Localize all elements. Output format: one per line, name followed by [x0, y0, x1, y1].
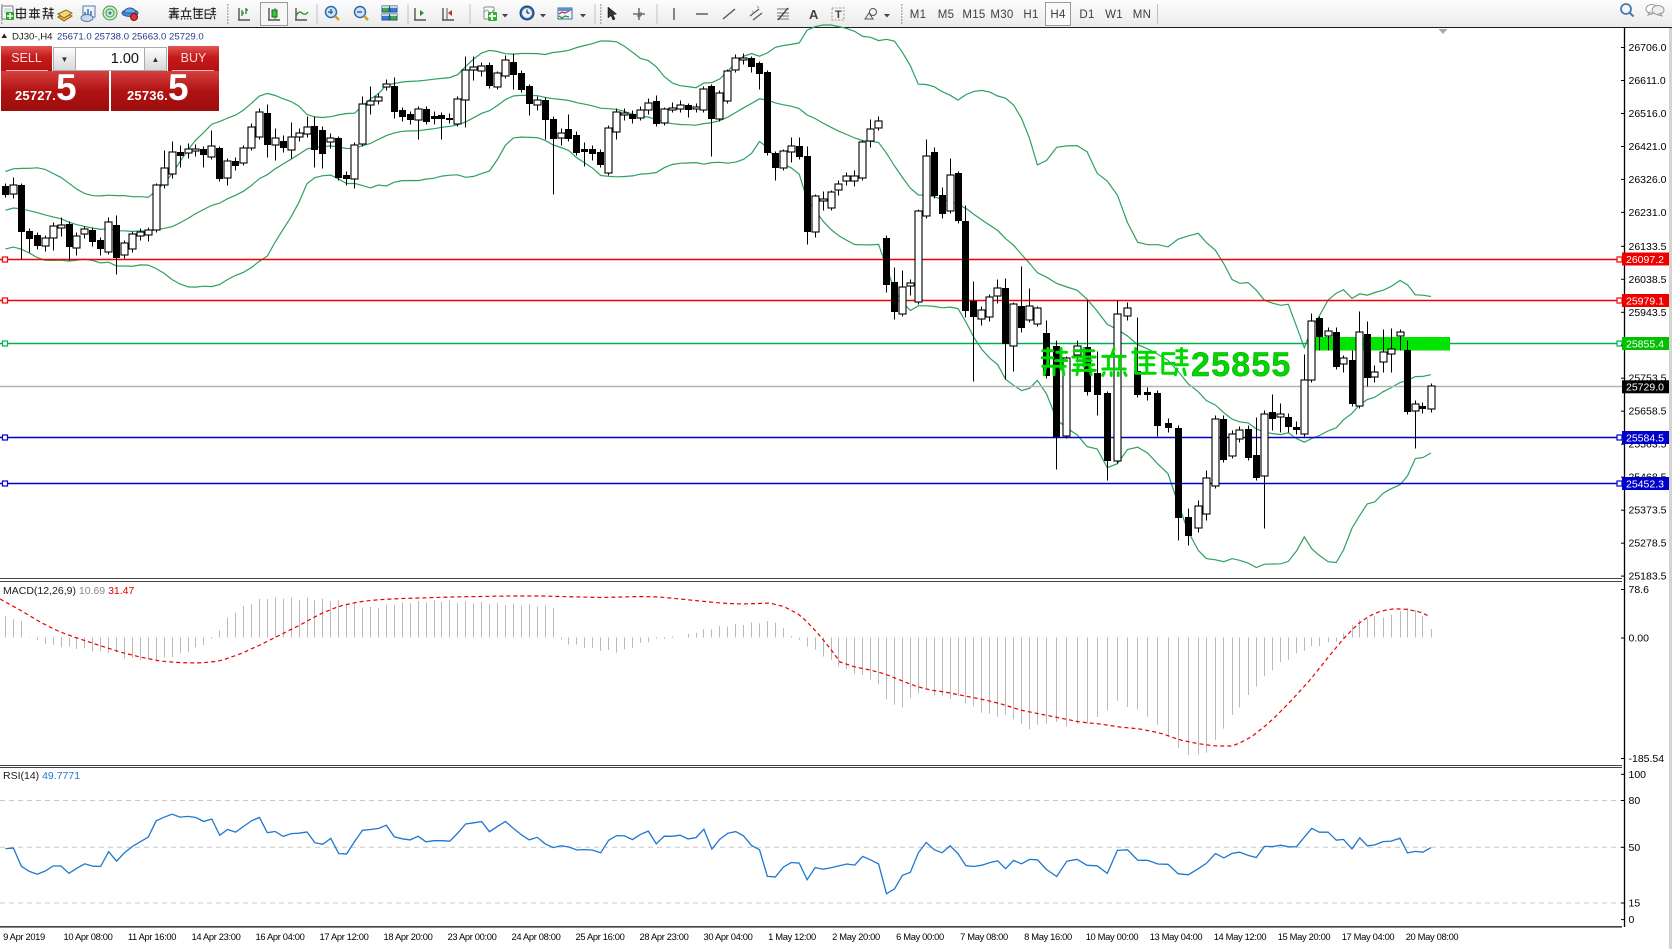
- svg-text:15 May 20:00: 15 May 20:00: [1278, 931, 1331, 942]
- svg-text:30 Apr 04:00: 30 Apr 04:00: [704, 931, 753, 942]
- svg-text:9 Apr 2019: 9 Apr 2019: [3, 931, 45, 942]
- svg-text:26038.5: 26038.5: [1629, 274, 1667, 286]
- svg-text:A: A: [809, 7, 819, 22]
- svg-text:50: 50: [1629, 842, 1641, 854]
- svg-text:28 Apr 23:00: 28 Apr 23:00: [640, 931, 689, 942]
- svg-text:26326.0: 26326.0: [1629, 174, 1667, 186]
- svg-text:17 Apr 12:00: 17 Apr 12:00: [320, 931, 369, 942]
- svg-text:DJ30-,H4: DJ30-,H4: [12, 32, 53, 43]
- svg-text:H1: H1: [1023, 9, 1038, 21]
- svg-text:25584.5: 25584.5: [1626, 432, 1664, 444]
- svg-text:0: 0: [1629, 914, 1635, 926]
- svg-text:25373.5: 25373.5: [1629, 505, 1667, 517]
- svg-text:18 Apr 20:00: 18 Apr 20:00: [384, 931, 433, 942]
- svg-text:1 May 12:00: 1 May 12:00: [768, 931, 816, 942]
- svg-text:M5: M5: [938, 9, 955, 21]
- svg-text:-185.54: -185.54: [1629, 753, 1665, 765]
- svg-text:0.00: 0.00: [1629, 633, 1650, 645]
- svg-text:26231.0: 26231.0: [1629, 207, 1667, 219]
- svg-text:T: T: [835, 9, 842, 21]
- svg-text:26516.0: 26516.0: [1629, 108, 1667, 120]
- svg-text:H4: H4: [1050, 9, 1066, 21]
- svg-text:25452.3: 25452.3: [1626, 478, 1664, 490]
- svg-text:13 May 04:00: 13 May 04:00: [1150, 931, 1203, 942]
- svg-text:M1: M1: [910, 9, 927, 21]
- svg-text:10 May 00:00: 10 May 00:00: [1086, 931, 1139, 942]
- svg-text:17 May 04:00: 17 May 04:00: [1342, 931, 1395, 942]
- svg-text:10 Apr 08:00: 10 Apr 08:00: [64, 931, 113, 942]
- svg-text:8 May 16:00: 8 May 16:00: [1024, 931, 1072, 942]
- svg-text:25729.0: 25729.0: [1626, 382, 1664, 394]
- svg-text:25 Apr 16:00: 25 Apr 16:00: [576, 931, 625, 942]
- svg-text:11 Apr 16:00: 11 Apr 16:00: [128, 931, 176, 942]
- svg-text:M30: M30: [990, 9, 1013, 21]
- svg-text:W1: W1: [1105, 9, 1123, 21]
- svg-text:25943.5: 25943.5: [1629, 307, 1667, 319]
- svg-text:20 May 08:00: 20 May 08:00: [1406, 931, 1459, 942]
- svg-text:25658.5: 25658.5: [1629, 406, 1667, 418]
- svg-text:26611.0: 26611.0: [1629, 75, 1666, 87]
- svg-text:14 Apr 23:00: 14 Apr 23:00: [192, 931, 241, 942]
- svg-text:25183.5: 25183.5: [1629, 571, 1667, 583]
- svg-text:100: 100: [1629, 769, 1647, 781]
- svg-text:D1: D1: [1079, 9, 1094, 21]
- svg-text:14 May 12:00: 14 May 12:00: [1214, 931, 1267, 942]
- svg-text:80: 80: [1629, 795, 1641, 807]
- svg-text:25855.4: 25855.4: [1626, 338, 1664, 350]
- svg-text:25855: 25855: [1191, 346, 1292, 384]
- svg-text:23 Apr 00:00: 23 Apr 00:00: [448, 931, 497, 942]
- svg-text:78.6: 78.6: [1629, 584, 1650, 596]
- svg-text:24 Apr 08:00: 24 Apr 08:00: [512, 931, 561, 942]
- svg-text:7 May 08:00: 7 May 08:00: [960, 931, 1008, 942]
- svg-text:M15: M15: [962, 9, 985, 21]
- svg-text:26133.5: 26133.5: [1629, 241, 1667, 253]
- svg-text:26097.2: 26097.2: [1626, 254, 1664, 266]
- svg-text:MACD(12,26,9) 10.69 31.47: MACD(12,26,9) 10.69 31.47: [3, 585, 134, 597]
- svg-text:25979.1: 25979.1: [1626, 295, 1664, 307]
- svg-text:2 May 20:00: 2 May 20:00: [832, 931, 880, 942]
- svg-text:6 May 00:00: 6 May 00:00: [896, 931, 944, 942]
- svg-text:26421.0: 26421.0: [1629, 141, 1667, 153]
- svg-text:16 Apr 04:00: 16 Apr 04:00: [256, 931, 305, 942]
- svg-text:25278.5: 25278.5: [1629, 538, 1667, 550]
- svg-text:RSI(14) 49.7771: RSI(14) 49.7771: [3, 770, 80, 782]
- svg-text:MN: MN: [1133, 9, 1152, 21]
- svg-text:25671.0 25738.0 25663.0 25729.: 25671.0 25738.0 25663.0 25729.0: [57, 32, 204, 43]
- svg-text:15: 15: [1629, 898, 1641, 910]
- svg-text:26706.0: 26706.0: [1629, 42, 1667, 54]
